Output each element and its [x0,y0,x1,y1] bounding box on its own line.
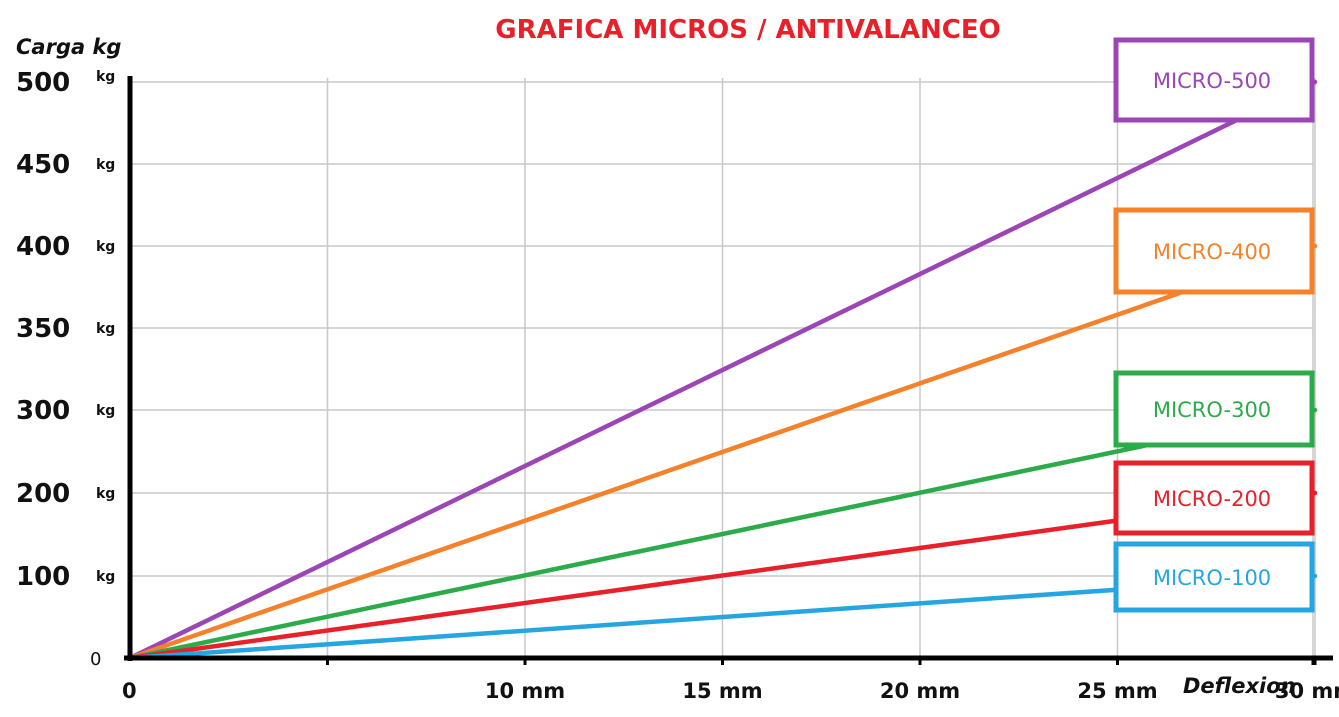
series-label-box [1113,37,1315,123]
series-label-boxes: MICRO-500 MICRO-400 MICRO-300 MICRO-200 MICR… [1113,37,1315,613]
series-label: MICRO-100 [1153,566,1271,590]
series-label: MICRO-200 [1153,487,1271,511]
y-tick-unit: kg [96,239,115,255]
chart-title: GRAFICA MICROS / ANTIVALANCEO [495,15,1000,45]
series-label-box [1113,370,1315,448]
y-tick-label: 100 [16,562,70,592]
x-tick-label: 15 mm [682,679,762,703]
y-tick-unit: kg [96,69,115,85]
x-tick-label: 20 mm [880,679,960,703]
y-tick-unit: kg [96,486,115,502]
y-tick-label: 500 [16,68,70,98]
y-tick-label: 300 [16,396,70,426]
y-tick-unit: kg [96,403,115,419]
series-line-micro-400 [127,243,1318,661]
series-line-micro-500 [127,79,1318,661]
series-label-box [1113,460,1315,536]
y-tick-label: 450 [16,150,70,180]
series-line-micro-300 [127,407,1318,661]
x-tick-label: 30 mm [1275,679,1339,703]
series-label-box [1113,207,1315,295]
axes [124,76,1333,665]
series-label: MICRO-400 [1153,240,1271,264]
y-tick-label: 400 [16,232,70,262]
series-label: MICRO-500 [1153,69,1271,93]
x-tick-label: 10 mm [485,679,565,703]
x-tick-label: 0 [122,679,137,703]
x-axis-label: Deflexion [1183,674,1296,698]
x-tick-label: 25 mm [1077,679,1157,703]
y-tick-unit: kg [96,321,115,337]
series-label-box [1113,541,1315,613]
series-label: MICRO-300 [1153,398,1271,422]
y-tick-label: 350 [16,314,70,344]
y-tick-label: 200 [16,479,70,509]
y-tick-unit: kg [96,157,115,173]
y-axis-label: Carga kg [16,35,121,59]
y-tick-label: 0 [90,649,101,670]
tick-labels: 500 kg 450 kg 400 kg 350 kg 300 kg 200 kg 100 kg 00 10 … [16,68,1339,703]
y-tick-unit: kg [96,569,115,585]
